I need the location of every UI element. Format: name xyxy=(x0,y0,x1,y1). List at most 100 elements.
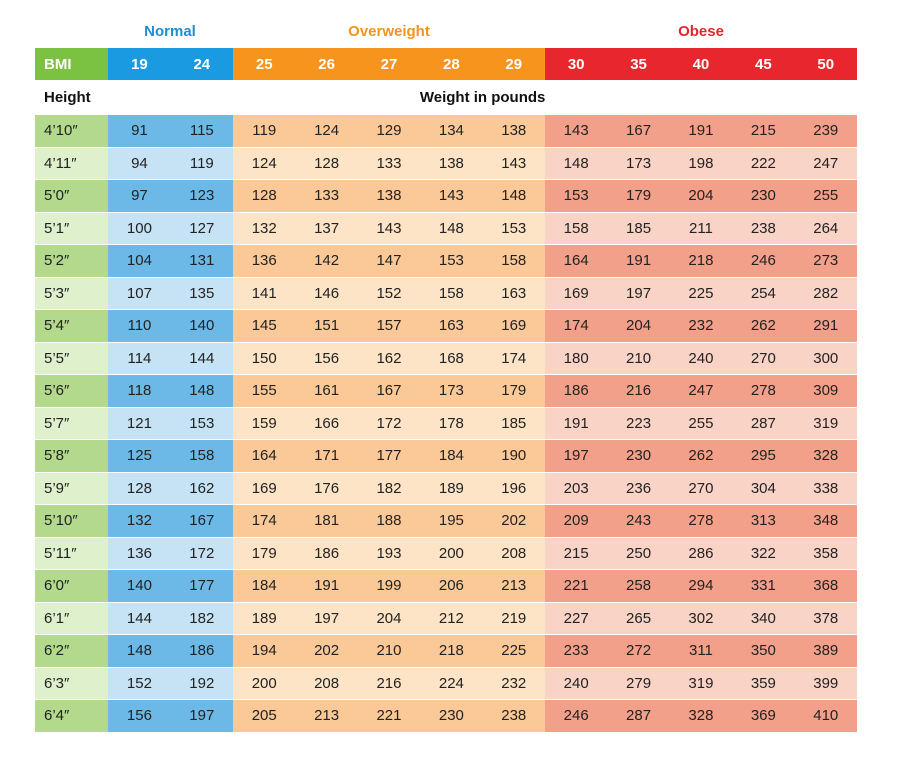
weight-cell: 169 xyxy=(482,309,545,343)
weight-cell: 172 xyxy=(170,537,234,570)
weight-cell: 189 xyxy=(420,472,483,505)
weight-cell: 133 xyxy=(357,147,421,180)
weight-cell: 118 xyxy=(108,374,171,408)
weight-cell: 191 xyxy=(607,244,670,278)
bmi-value-26: 26 xyxy=(295,48,358,80)
weight-cell: 199 xyxy=(357,569,421,603)
weight-cell: 223 xyxy=(607,407,670,440)
weight-cell: 203 xyxy=(544,472,608,505)
weight-cell: 156 xyxy=(295,342,358,375)
weight-cell: 216 xyxy=(357,667,421,700)
weight-cell: 222 xyxy=(732,147,795,180)
weight-cell: 197 xyxy=(170,699,234,733)
weight-cell: 282 xyxy=(794,277,857,310)
weight-cell: 186 xyxy=(544,374,608,408)
weight-cell: 208 xyxy=(295,667,358,700)
category-overweight: Overweight xyxy=(348,23,430,40)
weight-cell: 240 xyxy=(544,667,608,700)
height-cell: 5’5″ xyxy=(35,342,109,375)
weight-cell: 166 xyxy=(295,407,358,440)
bmi-label: BMI xyxy=(35,48,109,80)
weight-cell: 212 xyxy=(420,602,483,635)
weight-cell: 200 xyxy=(420,537,483,570)
weight-cell: 144 xyxy=(108,602,171,635)
weight-cell: 218 xyxy=(669,244,733,278)
table-row: 5’9″ 128 162 169 176 182 189 196 203 236 270 304 338 xyxy=(35,472,857,505)
weight-cell: 114 xyxy=(108,342,171,375)
bmi-value-35: 35 xyxy=(607,48,670,80)
weight-cell: 208 xyxy=(482,537,545,570)
weight-cell: 148 xyxy=(108,634,171,668)
weight-cell: 158 xyxy=(544,212,608,245)
weight-cell: 264 xyxy=(794,212,857,245)
weight-cell: 155 xyxy=(233,374,296,408)
weight-cell: 144 xyxy=(170,342,234,375)
weight-cell: 186 xyxy=(295,537,358,570)
weight-cell: 159 xyxy=(233,407,296,440)
weight-cell: 225 xyxy=(669,277,733,310)
weight-cell: 213 xyxy=(295,699,358,733)
table-row: 4’11″ 94 119 124 128 133 138 143 148 173 198 222 247 xyxy=(35,147,857,180)
weight-cell: 172 xyxy=(357,407,421,440)
weight-cell: 182 xyxy=(357,472,421,505)
weight-cell: 143 xyxy=(357,212,421,245)
weight-label: Weight in pounds xyxy=(419,89,546,106)
weight-cell: 358 xyxy=(794,537,857,570)
weight-cell: 247 xyxy=(794,147,857,180)
weight-cell: 389 xyxy=(794,634,857,668)
category-normal: Normal xyxy=(144,23,196,40)
weight-cell: 128 xyxy=(108,472,171,505)
weight-cell: 100 xyxy=(108,212,171,245)
weight-cell: 181 xyxy=(295,504,358,538)
weight-cell: 189 xyxy=(233,602,296,635)
height-cell: 4’10″ xyxy=(35,115,109,148)
height-cell: 5’0″ xyxy=(35,179,109,213)
weight-cell: 121 xyxy=(108,407,171,440)
weight-cell: 309 xyxy=(794,374,857,408)
weight-cell: 91 xyxy=(108,115,171,148)
weight-cell: 200 xyxy=(233,667,296,700)
height-cell: 5’3″ xyxy=(35,277,109,310)
weight-cell: 278 xyxy=(669,504,733,538)
weight-cell: 128 xyxy=(295,147,358,180)
weight-cell: 213 xyxy=(482,569,545,603)
weight-cell: 141 xyxy=(233,277,296,310)
weight-cell: 202 xyxy=(482,504,545,538)
weight-cell: 162 xyxy=(357,342,421,375)
height-cell: 5’2″ xyxy=(35,244,109,278)
weight-cell: 197 xyxy=(544,439,608,473)
weight-cell: 171 xyxy=(295,439,358,473)
weight-cell: 153 xyxy=(544,179,608,213)
weight-cell: 192 xyxy=(170,667,234,700)
weight-cell: 174 xyxy=(544,309,608,343)
height-cell: 5’6″ xyxy=(35,374,109,408)
weight-cell: 138 xyxy=(482,115,545,148)
bmi-value-19: 19 xyxy=(108,48,171,80)
bmi-table: BMI 19 24 25 26 27 28 29 30 35 40 45 50 Height Weig… xyxy=(35,48,857,733)
weight-cell: 331 xyxy=(732,569,795,603)
weight-cell: 158 xyxy=(170,439,234,473)
bmi-header-row: BMI 19 24 25 26 27 28 29 30 35 40 45 50 xyxy=(35,48,857,80)
height-cell: 5’4″ xyxy=(35,309,109,343)
bmi-value-28: 28 xyxy=(420,48,483,80)
weight-cell: 202 xyxy=(295,634,358,668)
weight-cell: 191 xyxy=(669,115,733,148)
table-row: 5’3″ 107 135 141 146 152 158 163 169 197 225 254 282 xyxy=(35,277,857,310)
weight-cell: 211 xyxy=(669,212,733,245)
weight-cell: 278 xyxy=(732,374,795,408)
weight-cell: 206 xyxy=(420,569,483,603)
table-row: 6’4″ 156 197 205 213 221 230 238 246 287 328 369 410 xyxy=(35,699,857,733)
weight-cell: 185 xyxy=(482,407,545,440)
weight-cell: 191 xyxy=(295,569,358,603)
weight-cell: 194 xyxy=(233,634,296,668)
weight-cell: 179 xyxy=(233,537,296,570)
weight-cell: 138 xyxy=(420,147,483,180)
weight-cell: 287 xyxy=(607,699,670,733)
weight-cell: 146 xyxy=(295,277,358,310)
weight-cell: 97 xyxy=(108,179,171,213)
weight-cell: 254 xyxy=(732,277,795,310)
bmi-value-25: 25 xyxy=(233,48,296,80)
height-cell: 6’1″ xyxy=(35,602,109,635)
weight-cell: 143 xyxy=(544,115,608,148)
weight-cell: 270 xyxy=(669,472,733,505)
